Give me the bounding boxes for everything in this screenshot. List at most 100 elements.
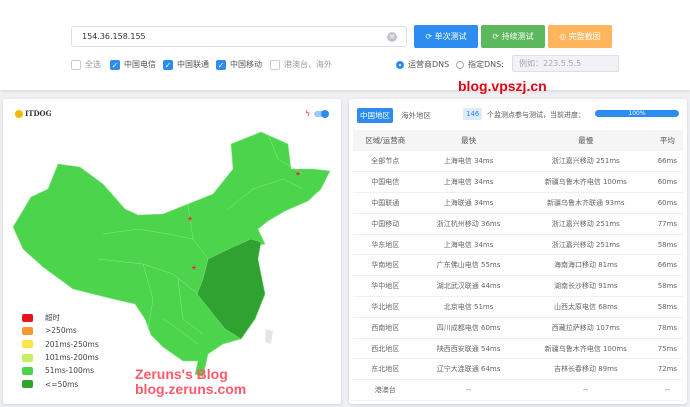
filter-checkbox[interactable]: ✓ 中国电信 — [110, 59, 156, 70]
table-cell: 中国联通 — [353, 192, 418, 214]
table-cell: 华北地区 — [353, 296, 418, 318]
isp-dns-label: 运营商DNS — [408, 60, 450, 69]
screenshot-label: 完整截图 — [568, 32, 601, 41]
table-cell: 港澳台 — [353, 379, 418, 402]
legend-swatch — [22, 380, 33, 389]
table-row: 中国移动 浙江杭州移动 36ms 浙江嘉兴移动 251ms 77ms — [353, 213, 683, 235]
legend-swatch — [22, 353, 33, 362]
legend-item: <=50ms — [22, 377, 99, 390]
legend-item: 101ms-200ms — [22, 351, 99, 364]
table-cell: -- — [417, 379, 520, 402]
test-controls: 154.36.158.155 ✕ ⟳ 单次测试 ⟳ 持续测试 ◎ 完整截图 全选 ✓… — [0, 0, 690, 94]
table-row: 华东地区 上海电信 34ms 浙江嘉兴移动 251ms 58ms — [353, 234, 683, 256]
table-cell: 湖南长沙移动 91ms — [519, 275, 652, 298]
table-cell: 山西太原电信 68ms — [519, 296, 652, 318]
progress-label: 个监测点参与测试，当前进度： — [487, 111, 585, 119]
map-watermark: Zeruns's Blog blog.zeruns.com — [135, 367, 246, 397]
table-cell: 66ms — [651, 151, 683, 173]
table-cell: 72ms — [651, 358, 683, 381]
legend-label: 51ms-100ms — [45, 366, 94, 376]
table-cell: 陕西西安联通 54ms — [417, 338, 520, 360]
tab-overseas[interactable]: 海外地区 — [401, 111, 431, 120]
filter-label: 中国移动 — [230, 60, 262, 69]
filter-checkbox[interactable]: 港澳台、海外 — [270, 59, 332, 70]
legend-label: 201ms-250ms — [45, 339, 99, 349]
table-cell: 75ms — [651, 338, 683, 360]
table-row: 港澳台 -- -- -- — [353, 379, 683, 402]
filter-checkbox[interactable]: 全选 — [71, 59, 101, 70]
filter-checkbox[interactable]: ✓ 中国移动 — [216, 59, 262, 70]
table-cell: 新疆乌鲁木齐电信 100ms — [519, 338, 652, 360]
table-cell: 华南地区 — [353, 254, 418, 277]
table-row: 华北地区 北京电信 51ms 山西太原电信 68ms 58ms — [353, 296, 683, 318]
legend-item: 51ms-100ms — [22, 364, 99, 377]
map-toggle[interactable] — [314, 110, 329, 118]
checkbox-icon[interactable]: ✓ — [216, 59, 226, 70]
node-count: 146 — [463, 108, 483, 120]
table-cell: 北京电信 51ms — [417, 296, 520, 318]
tab-china[interactable]: 中国地区 — [357, 108, 393, 123]
legend-swatch — [22, 313, 33, 322]
checkbox-icon[interactable]: ✓ — [163, 59, 173, 70]
table-cell: 58ms — [651, 275, 683, 298]
table-cell: 浙江嘉兴移动 251ms — [519, 151, 652, 173]
table-cell: 60ms — [651, 171, 683, 194]
legend-swatch — [22, 326, 33, 335]
table-cell: 东北地区 — [353, 358, 418, 381]
screenshot-button[interactable]: ◎ 完整截图 — [548, 25, 612, 48]
column-header: 最快 — [417, 130, 520, 151]
column-header: 区域/运营商 — [353, 130, 418, 151]
column-header: 最慢 — [519, 130, 652, 151]
table-row: 中国电信 上海电信 34ms 新疆乌鲁木齐电信 100ms 60ms — [353, 171, 683, 194]
results-table: 区域/运营商 最快 最慢 平均 全部节点 上海电信 34ms 浙江嘉兴移动 251ms 66m… — [353, 130, 683, 402]
table-cell: 新疆乌鲁木齐电信 100ms — [519, 171, 652, 194]
table-cell: 浙江杭州移动 36ms — [417, 213, 520, 235]
isp-dns-radio[interactable]: 运营商DNS — [396, 59, 449, 70]
table-cell: -- — [519, 379, 652, 402]
watermark: blog.vpszj.cn — [458, 78, 547, 94]
table-cell: 新疆乌鲁木齐联通 93ms — [519, 192, 652, 214]
filter-label: 港澳台、海外 — [284, 60, 332, 69]
legend-label: 101ms-200ms — [45, 353, 99, 363]
progress-fill: 100% — [595, 110, 679, 117]
legend-label: <=50ms — [45, 379, 79, 389]
legend-swatch — [22, 366, 33, 375]
map-legend: 超时 >250ms 201ms-250ms 101ms-200ms 51ms-100ms… — [22, 311, 99, 391]
table-cell: 浙江嘉兴移动 251ms — [519, 213, 652, 235]
table-cell: 辽宁大连联通 64ms — [417, 358, 520, 381]
lightning-icon: ϟ — [305, 109, 311, 118]
table-cell: 湖北武汉联通 44ms — [417, 275, 520, 298]
checkbox-icon[interactable] — [270, 59, 280, 70]
table-cell: 西南地区 — [353, 317, 418, 339]
dns-input[interactable]: 例如：223.5.5.5 — [512, 55, 619, 72]
china-map — [12, 131, 331, 378]
checkbox-icon[interactable] — [71, 59, 81, 70]
table-cell: 华中地区 — [353, 275, 418, 298]
map-panel: ITDOG ϟ 超时 >250ms 201ms-250ms 101ms-200ms 51… — [3, 99, 341, 404]
single-test-button[interactable]: ⟳ 单次测试 — [414, 25, 478, 48]
table-row: 全部节点 上海电信 34ms 浙江嘉兴移动 251ms 66ms — [353, 151, 683, 173]
table-cell: 上海电信 34ms — [417, 151, 520, 173]
table-cell: -- — [651, 379, 683, 402]
custom-dns-radio[interactable]: 指定DNS: — [456, 59, 504, 70]
legend-item: >250ms — [22, 324, 99, 337]
continuous-test-button[interactable]: ⟳ 持续测试 — [481, 25, 545, 48]
table-cell: 上海联通 34ms — [417, 192, 520, 214]
legend-item: 超时 — [22, 311, 99, 324]
table-cell: 广东佛山电信 55ms — [417, 254, 520, 277]
filter-label: 中国联通 — [177, 60, 209, 69]
ip-input[interactable]: 154.36.158.155 ✕ — [71, 26, 407, 47]
ip-value: 154.36.158.155 — [82, 32, 146, 41]
map-watermark-line: Zeruns's Blog — [135, 366, 228, 382]
table-cell: 吉林长春移动 89ms — [519, 358, 652, 381]
table-cell: 66ms — [651, 254, 683, 277]
taiwan-region — [265, 329, 273, 344]
progress-bar: 100% — [595, 110, 679, 117]
table-cell: 西北地区 — [353, 338, 418, 360]
filter-checkbox[interactable]: ✓ 中国联通 — [163, 59, 209, 70]
node-markers — [188, 171, 300, 270]
clear-icon[interactable]: ✕ — [387, 32, 397, 42]
custom-dns-label: 指定DNS: — [468, 60, 504, 69]
checkbox-icon[interactable]: ✓ — [110, 59, 120, 70]
results-panel: 中国地区 海外地区 146 个监测点参与测试，当前进度： 100% 区域/运营商… — [349, 99, 687, 404]
